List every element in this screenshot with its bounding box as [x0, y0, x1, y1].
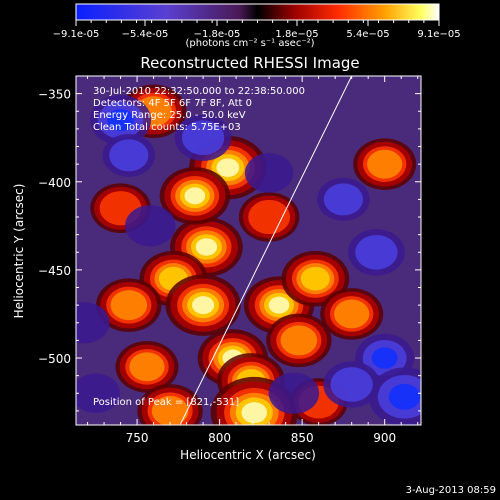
- negative-residual-22: [174, 114, 232, 161]
- negative-residual-31: [76, 302, 110, 344]
- emission-source-5: [281, 250, 350, 307]
- emission-source-11: [96, 278, 162, 332]
- emission-source-15: [353, 138, 417, 190]
- emission-source-16: [320, 288, 384, 340]
- footer-date: 3-Aug-2013 08:59: [405, 485, 496, 496]
- y-tick-label-3: −500: [38, 352, 71, 366]
- colorbar-tick-label-4: 5.4e−05: [346, 29, 389, 40]
- heatmap-field: [76, 84, 421, 425]
- emission-source-9: [159, 167, 231, 225]
- colorbar-tick-label-1: −5.4e-05: [122, 29, 169, 40]
- colorbar-tick-label-5: 9.1e−05: [417, 29, 460, 40]
- info-line-detectors: Detectors: 4F 5F 6F 7F 8F, Att 0: [93, 98, 253, 109]
- chart-title: Reconstructed RHESSI Image: [140, 54, 360, 72]
- y-tick-label-2: −450: [38, 264, 71, 278]
- negative-residual-28: [348, 229, 405, 276]
- negative-residual-29: [317, 177, 370, 221]
- colorbar-tick-label-2: −1.8e-05: [194, 29, 241, 40]
- info-line-clean-counts: Clean Total counts: 5.75E+03: [93, 122, 241, 133]
- solar-limb-line: [179, 75, 353, 426]
- negative-residual-21: [102, 133, 156, 177]
- peak-position-label: Position of Peak = [821,-531]: [93, 397, 240, 408]
- negative-residual-23: [125, 205, 176, 247]
- plot-frame: [75, 75, 422, 426]
- x-axis-label: Heliocentric X (arcsec): [180, 448, 316, 462]
- negative-residual-26: [323, 361, 381, 408]
- y-axis-label: Heliocentric Y (arcsec): [12, 184, 26, 319]
- emission-source-12: [115, 341, 179, 393]
- negative-residual-30: [76, 373, 120, 414]
- x-tick-label-2: 850: [291, 431, 314, 445]
- negative-residual-20: [90, 95, 152, 146]
- emission-source-19: [238, 192, 300, 242]
- negative-residual-27: [244, 153, 294, 193]
- emission-source-6: [266, 313, 332, 368]
- colorbar-tick-label-0: −9.1e-05: [53, 29, 100, 40]
- y-tick-label-1: −400: [38, 176, 71, 190]
- colorbar-ticks: −9.1e-05 −5.4e-05 −1.8e-05 1.8e−05 5.4e−05 9.…: [53, 20, 461, 40]
- y-tick-label-0: −350: [38, 88, 71, 102]
- colorbar-tick-label-3: 1.8e−05: [275, 29, 318, 40]
- axes: 750 800 850 900 −350 −400 −450 −500: [38, 75, 421, 445]
- info-line-energy-range: Energy Range: 25.0 - 50.0 keV: [93, 110, 246, 121]
- emission-source-2: [165, 274, 241, 336]
- colorbar: [75, 3, 440, 21]
- emission-source-13: [137, 384, 203, 425]
- info-line-time-range: 30-Jul-2010 22:32:50.000 to 22:38:50.000: [93, 86, 305, 97]
- x-tick-label-0: 750: [126, 431, 149, 445]
- x-tick-label-3: 900: [373, 431, 396, 445]
- negative-residual-25: [368, 367, 421, 425]
- colorbar-unit: (photons cm⁻² s⁻¹ asec⁻²): [185, 38, 315, 49]
- x-tick-label-1: 800: [208, 431, 231, 445]
- negative-residual-32: [268, 372, 320, 414]
